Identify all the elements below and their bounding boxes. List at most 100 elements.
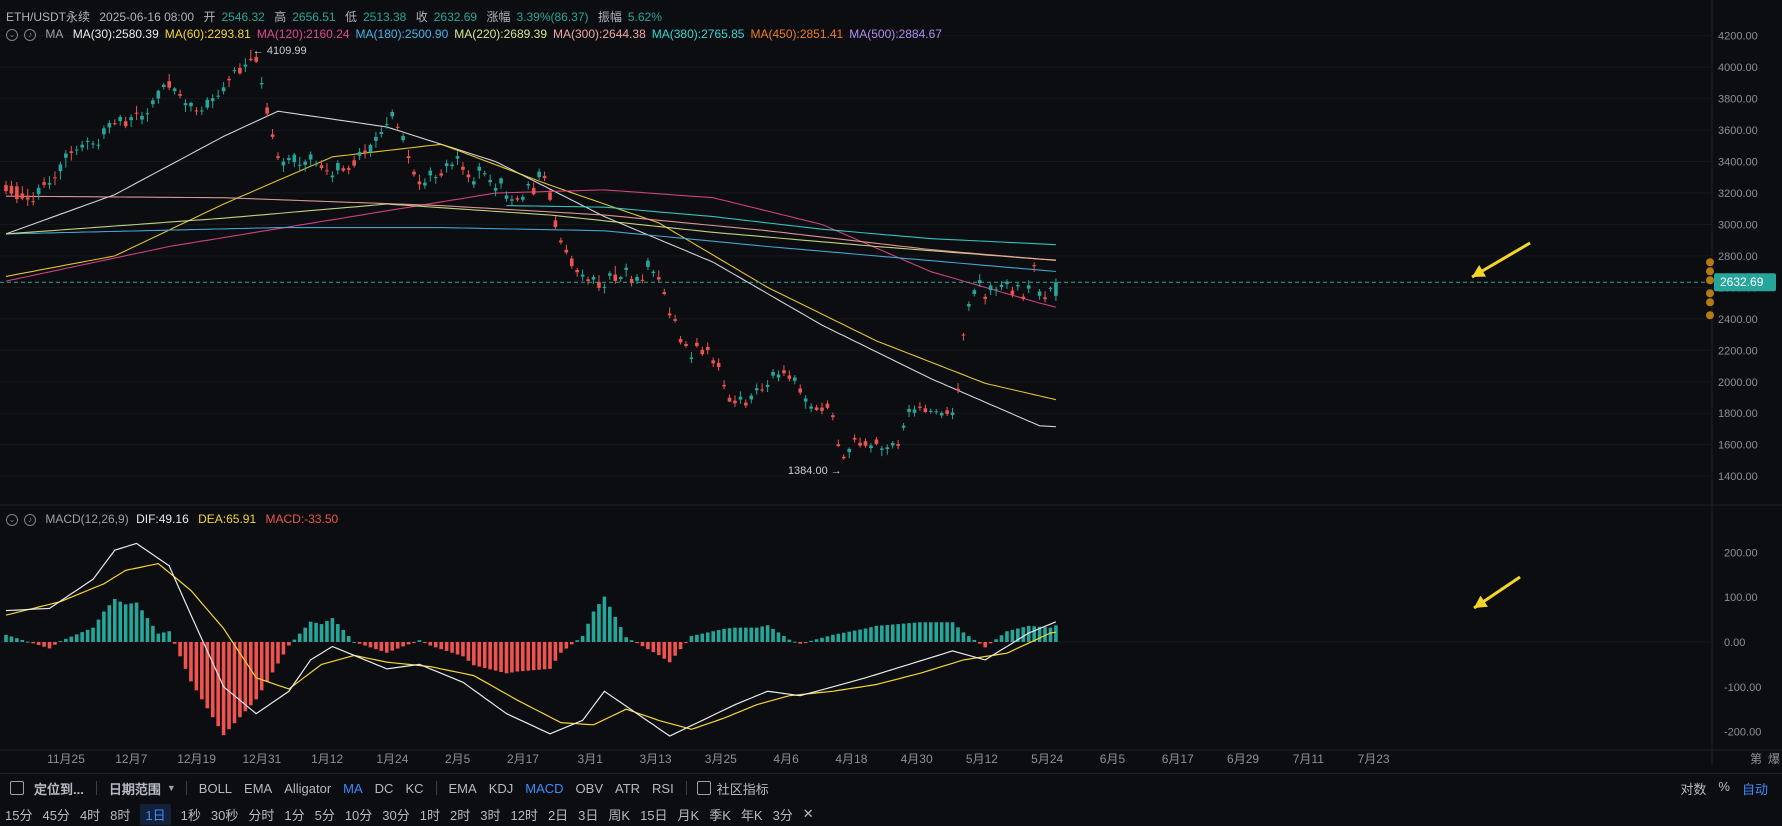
- macd-histogram-bar: [880, 625, 884, 642]
- timeframe-19[interactable]: 15日: [640, 807, 668, 823]
- candle-body: [705, 346, 710, 350]
- locate-icon[interactable]: [10, 781, 24, 795]
- candle-body: [754, 388, 759, 391]
- timeframe-16[interactable]: 2日: [547, 807, 569, 823]
- close-icon[interactable]: ✕: [802, 806, 814, 821]
- candle-body: [1005, 281, 1009, 285]
- timeframe-13[interactable]: 2时: [450, 807, 471, 823]
- timeframe-18[interactable]: 周K: [608, 807, 631, 823]
- timeframe-0[interactable]: 15分: [5, 807, 33, 823]
- community-indicator-icon[interactable]: [696, 781, 711, 795]
- sub-indicator-rsi[interactable]: RSI: [652, 780, 674, 796]
- timeframe-20[interactable]: 月K: [677, 807, 700, 823]
- candle-body: [330, 175, 335, 178]
- macd-histogram-bar: [466, 641, 471, 661]
- timeframe-17[interactable]: 3日: [578, 807, 599, 823]
- timeframe-9[interactable]: 5分: [314, 807, 335, 823]
- high-annotation: ← 4109.99: [253, 45, 307, 57]
- timeframe-7[interactable]: 分时: [248, 807, 275, 823]
- candle-body: [390, 112, 395, 117]
- candle-body: [96, 144, 101, 146]
- indicator-ma[interactable]: MA: [343, 780, 363, 796]
- macd-histogram-bar: [58, 641, 63, 643]
- locate-button[interactable]: 定位到...: [34, 781, 84, 797]
- time-tick-label: 4月18: [835, 752, 867, 766]
- sub-indicator-obv[interactable]: OBV: [575, 780, 603, 796]
- candle-body: [352, 160, 356, 166]
- indicator-kc[interactable]: KC: [405, 780, 424, 796]
- chevron-down-icon[interactable]: ▼: [166, 783, 176, 793]
- timeframe-22[interactable]: 年K: [740, 807, 763, 823]
- timeframe-11[interactable]: 30分: [382, 807, 410, 823]
- candle-body: [934, 411, 939, 413]
- timeframe-21[interactable]: 季K: [709, 807, 731, 823]
- timeframe-15[interactable]: 12时: [510, 807, 538, 823]
- indicator-boll[interactable]: BOLL: [198, 780, 233, 796]
- macd-histogram-bar: [374, 641, 378, 650]
- candle-body: [771, 371, 775, 376]
- bell-icon[interactable]: ♪: [24, 513, 36, 526]
- order-marker-dot[interactable]: [1706, 298, 1714, 307]
- indicator-dc[interactable]: DC: [374, 780, 394, 796]
- candle-body: [918, 406, 922, 408]
- sub-indicator-atr[interactable]: ATR: [615, 780, 641, 796]
- date-range-button[interactable]: 日期范围: [108, 781, 161, 797]
- order-marker-dot[interactable]: [1706, 276, 1714, 285]
- timeframe-12[interactable]: 1时: [419, 807, 440, 823]
- price-chart[interactable]: 4200.00 4000.00 3800.00 3600.00 3400.00 3200.…: [0, 0, 1782, 770]
- collapse-icon[interactable]: ⌄: [6, 513, 18, 526]
- macd-histogram-bar: [433, 641, 438, 648]
- timeframe-10[interactable]: 10分: [344, 807, 373, 823]
- timeframe-1[interactable]: 45分: [42, 807, 70, 823]
- candle-body: [945, 410, 949, 414]
- macd-histogram-bar: [559, 641, 563, 653]
- timeframe-14[interactable]: 3时: [480, 807, 501, 823]
- timeframe-2[interactable]: 4时: [79, 807, 101, 823]
- sub-indicator-kdj[interactable]: KDJ: [488, 780, 514, 796]
- macd-histogram-bar: [542, 641, 547, 670]
- order-marker-dot[interactable]: [1706, 267, 1714, 276]
- ma-title[interactable]: MA: [45, 27, 64, 41]
- macd-histogram-bar: [91, 627, 95, 642]
- timeframe-8[interactable]: 1分: [284, 807, 305, 823]
- candle-body: [428, 170, 433, 176]
- time-tick-label: 7月11: [1293, 752, 1324, 766]
- price-tick-label: 3800.00: [1718, 94, 1758, 106]
- price-tick-label: 1600.00: [1718, 440, 1758, 452]
- ma-legend-item: MA(450):2851.41: [750, 27, 844, 41]
- price-tick-label: 2000.00: [1718, 377, 1758, 389]
- order-marker-dot[interactable]: [1706, 311, 1714, 320]
- candle-body: [118, 116, 123, 121]
- indicator-ema[interactable]: EMA: [244, 780, 273, 796]
- timeframe-4[interactable]: 1日: [140, 803, 171, 825]
- symbol-label[interactable]: ETH/USDT永续: [6, 10, 91, 24]
- time-tick-label: 6月5: [1100, 752, 1126, 766]
- timeframe-6[interactable]: 30秒: [210, 807, 239, 823]
- candle-body: [20, 193, 25, 199]
- order-marker-dot[interactable]: [1706, 289, 1714, 298]
- scale-option--[interactable]: %: [1718, 778, 1730, 794]
- timeframe-23[interactable]: 3分: [772, 807, 793, 823]
- ma-line-120: [5, 189, 1057, 308]
- macd-histogram-bar: [733, 627, 737, 642]
- ma-legend-item: MA(380):2765.85: [651, 27, 745, 41]
- sub-indicator-ema[interactable]: EMA: [448, 780, 477, 796]
- macd-histogram-bar: [967, 636, 971, 642]
- scale-option--[interactable]: 自动: [1741, 781, 1768, 797]
- timeframe-5[interactable]: 1秒: [180, 807, 201, 823]
- sub-indicator-macd[interactable]: MACD: [525, 780, 564, 796]
- collapse-icon[interactable]: ⌄: [6, 28, 18, 41]
- macd-histogram-bar: [134, 602, 139, 642]
- candle-body: [912, 409, 917, 413]
- community-indicator-button[interactable]: 社区指标: [716, 781, 769, 797]
- order-marker-dot[interactable]: [1706, 258, 1714, 267]
- indicator-alligator[interactable]: Alligator: [284, 780, 332, 796]
- bell-icon[interactable]: ♪: [24, 28, 36, 41]
- timeframe-3[interactable]: 8时: [110, 807, 131, 823]
- macd-histogram-bar: [107, 605, 112, 642]
- candle-body: [488, 179, 492, 183]
- macd-title[interactable]: MACD(12,26,9): [45, 512, 129, 526]
- candle-body: [140, 115, 144, 120]
- time-tick-label: 1月12: [311, 752, 343, 766]
- scale-option--[interactable]: 对数: [1680, 781, 1707, 797]
